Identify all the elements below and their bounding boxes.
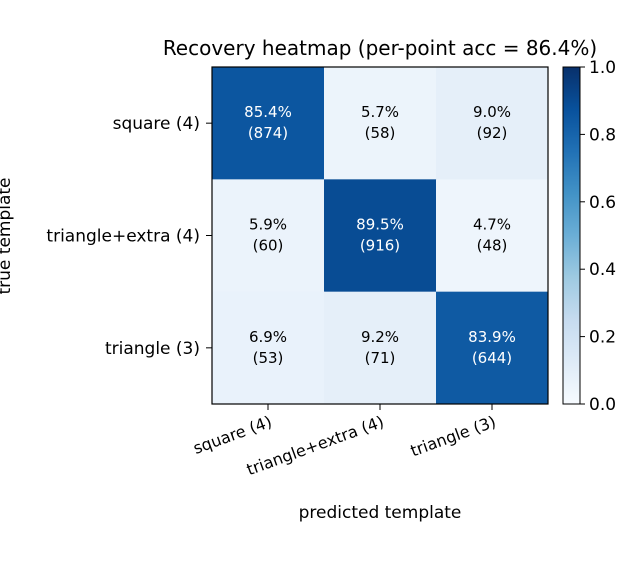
chart-title: Recovery heatmap (per-point acc = 86.4%) <box>163 36 597 60</box>
colorbar-tick-label: 0.8 <box>589 125 616 145</box>
colorbar-tick-label: 0.2 <box>589 328 616 348</box>
cell-count-label: (48) <box>477 237 508 255</box>
cell-count-label: (60) <box>253 237 284 255</box>
heatmap-cell <box>212 67 325 180</box>
cell-percent-label: 5.9% <box>249 216 287 234</box>
cell-percent-label: 5.7% <box>361 103 399 121</box>
heatmap-cell <box>436 291 549 405</box>
y-tick-label: square (4) <box>113 114 200 134</box>
heatmap-cell <box>436 179 549 293</box>
heatmap-cell <box>436 67 549 180</box>
heatmap-cell <box>324 67 437 180</box>
heatmap-cell <box>324 291 437 405</box>
cell-percent-label: 9.2% <box>361 328 399 346</box>
cell-percent-label: 85.4% <box>244 103 292 121</box>
y-axis-ticks: square (4) triangle+extra (4) triangle (3) <box>46 114 212 359</box>
cell-percent-label: 9.0% <box>473 103 511 121</box>
cell-percent-label: 4.7% <box>473 216 511 234</box>
cell-count-label: (916) <box>360 237 400 255</box>
cell-count-label: (53) <box>253 349 284 367</box>
heatmap-cells <box>212 67 549 405</box>
cell-count-label: (92) <box>477 124 508 142</box>
cell-percent-label: 6.9% <box>249 328 287 346</box>
y-tick-label: triangle (3) <box>105 339 200 359</box>
cell-percent-label: 83.9% <box>468 328 516 346</box>
y-axis-label: true template <box>0 177 15 294</box>
heatmap-cell <box>212 179 325 293</box>
cell-percent-label: 89.5% <box>356 216 404 234</box>
cell-count-label: (874) <box>248 124 288 142</box>
x-axis-label: predicted template <box>299 503 462 523</box>
colorbar-tick-label: 0.0 <box>589 395 616 415</box>
cell-count-label: (58) <box>365 124 396 142</box>
cell-count-label: (644) <box>472 349 512 367</box>
y-tick-label: triangle+extra (4) <box>46 227 200 247</box>
heatmap-cell <box>212 291 325 405</box>
colorbar-ticks: 0.0 0.2 0.4 0.6 0.8 1.0 <box>580 58 616 415</box>
colorbar <box>562 66 581 405</box>
colorbar-tick-label: 0.6 <box>589 193 616 213</box>
colorbar-tick-label: 1.0 <box>589 58 616 78</box>
colorbar-tick-label: 0.4 <box>589 260 616 280</box>
heatmap-cell <box>324 179 437 293</box>
heatmap-cell-labels: 85.4% (874) 5.7% (58) 9.0% (92) 5.9% (60) 89.5% (… <box>244 103 516 367</box>
cell-count-label: (71) <box>365 349 396 367</box>
